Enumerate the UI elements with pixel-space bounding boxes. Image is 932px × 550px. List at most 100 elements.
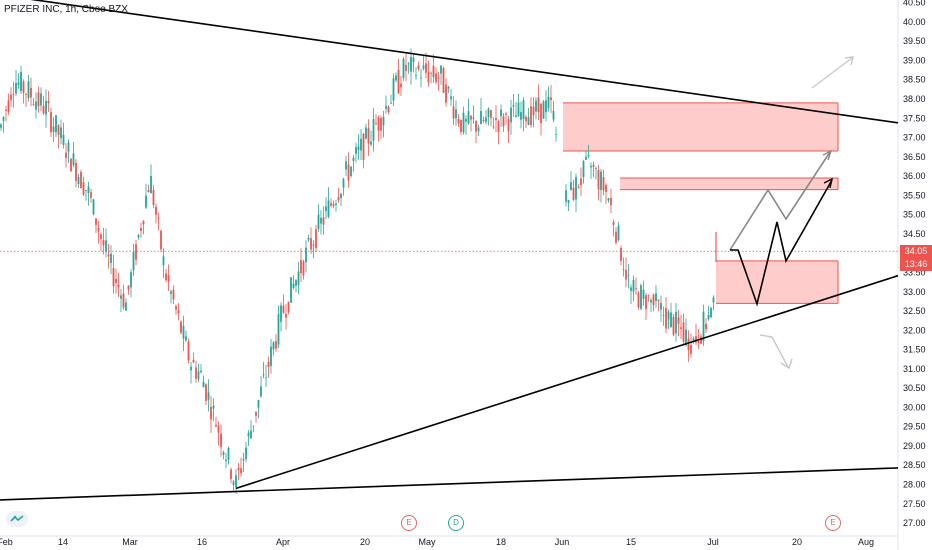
candle: [655, 285, 657, 308]
candle: [262, 361, 265, 379]
candle: [502, 113, 505, 133]
time-tick-label: May: [418, 537, 436, 547]
candle: [412, 55, 415, 73]
candle: [135, 239, 137, 266]
candle: [630, 284, 632, 305]
candle: [10, 87, 12, 107]
trendline[interactable]: [235, 274, 899, 490]
candle: [505, 111, 507, 126]
price-tick-label: 33.00: [903, 287, 926, 297]
candle: [360, 129, 362, 161]
candle: [277, 305, 280, 348]
price-tick-label: 35.50: [903, 190, 926, 200]
candle: [95, 218, 97, 234]
candle: [5, 105, 7, 122]
main-projection-path[interactable]: [730, 179, 833, 307]
time-tick-label: 20: [360, 537, 370, 547]
candle: [112, 254, 115, 294]
candle: [525, 114, 527, 129]
candle: [72, 141, 75, 168]
candle: [105, 228, 107, 258]
earnings-event-icon[interactable]: E: [825, 515, 841, 531]
trendline[interactable]: [0, 467, 899, 501]
candle: [617, 221, 620, 242]
price-zone[interactable]: [620, 177, 839, 191]
dividend-event-icon[interactable]: D: [448, 515, 464, 531]
candle: [165, 269, 167, 283]
upside-arrow-icon: [811, 57, 853, 89]
candle: [155, 203, 157, 224]
candle: [85, 189, 87, 201]
candle: [370, 130, 372, 147]
earnings-event-icon[interactable]: E: [401, 515, 417, 531]
candle: [692, 336, 695, 344]
candle: [585, 150, 587, 161]
candle: [427, 60, 430, 87]
candle: [255, 411, 257, 423]
candle: [622, 257, 625, 277]
candle: [212, 398, 215, 421]
candle: [235, 469, 237, 495]
candle: [587, 144, 590, 159]
price-tick-label: 29.50: [903, 422, 926, 432]
candle: [275, 334, 277, 352]
candle: [80, 169, 82, 189]
candle: [357, 134, 360, 160]
bullish-projection-path[interactable]: [729, 151, 831, 251]
price-tick-label: 28.00: [903, 480, 926, 490]
price-tick-label: 31.00: [903, 364, 926, 374]
candle: [580, 167, 582, 196]
candle: [200, 363, 202, 374]
bar-countdown-tag: 13:46: [900, 258, 932, 272]
candle: [7, 93, 10, 115]
candle: [680, 314, 682, 339]
candle: [290, 277, 292, 303]
candle: [230, 467, 232, 484]
candle: [280, 302, 282, 332]
candle: [337, 187, 340, 203]
arrow-head-icon: [823, 177, 834, 189]
candle: [2, 116, 5, 133]
candle: [222, 450, 225, 460]
candle: [267, 356, 270, 378]
candle: [180, 320, 182, 335]
candle: [195, 360, 197, 383]
candle: [172, 285, 175, 304]
candle: [260, 376, 262, 398]
time-tick-label: Mar: [122, 537, 138, 547]
zones-layer: [563, 102, 839, 304]
candle: [695, 323, 697, 346]
candle: [252, 425, 255, 433]
candle: [65, 143, 67, 168]
candle: [417, 61, 420, 72]
price-zone[interactable]: [563, 102, 839, 152]
candle: [422, 56, 425, 71]
candle: [77, 173, 80, 188]
price-tick-label: 38.50: [903, 75, 926, 85]
candle: [607, 197, 610, 203]
candle: [515, 101, 517, 118]
candle: [430, 71, 432, 84]
candle: [597, 164, 600, 201]
candle: [610, 188, 612, 214]
candle: [385, 95, 387, 114]
candle: [202, 375, 205, 388]
price-zone[interactable]: [716, 260, 839, 304]
price-tick-label: 27.00: [903, 518, 926, 528]
candle: [340, 192, 342, 206]
candle: [145, 183, 147, 209]
price-tick-label: 37.50: [903, 113, 926, 123]
candle: [302, 259, 305, 280]
trendlines-layer: [0, 0, 899, 501]
candle: [192, 352, 195, 364]
candle: [575, 173, 577, 213]
candle: [667, 309, 670, 330]
candle: [62, 122, 65, 149]
candle: [347, 152, 350, 188]
candle: [345, 155, 347, 177]
chart-title: PFIZER INC, 1h, Cboe BZX: [4, 4, 128, 15]
trendline[interactable]: [0, 0, 899, 124]
tradingview-logo-icon[interactable]: [6, 511, 28, 527]
candle: [482, 116, 485, 124]
